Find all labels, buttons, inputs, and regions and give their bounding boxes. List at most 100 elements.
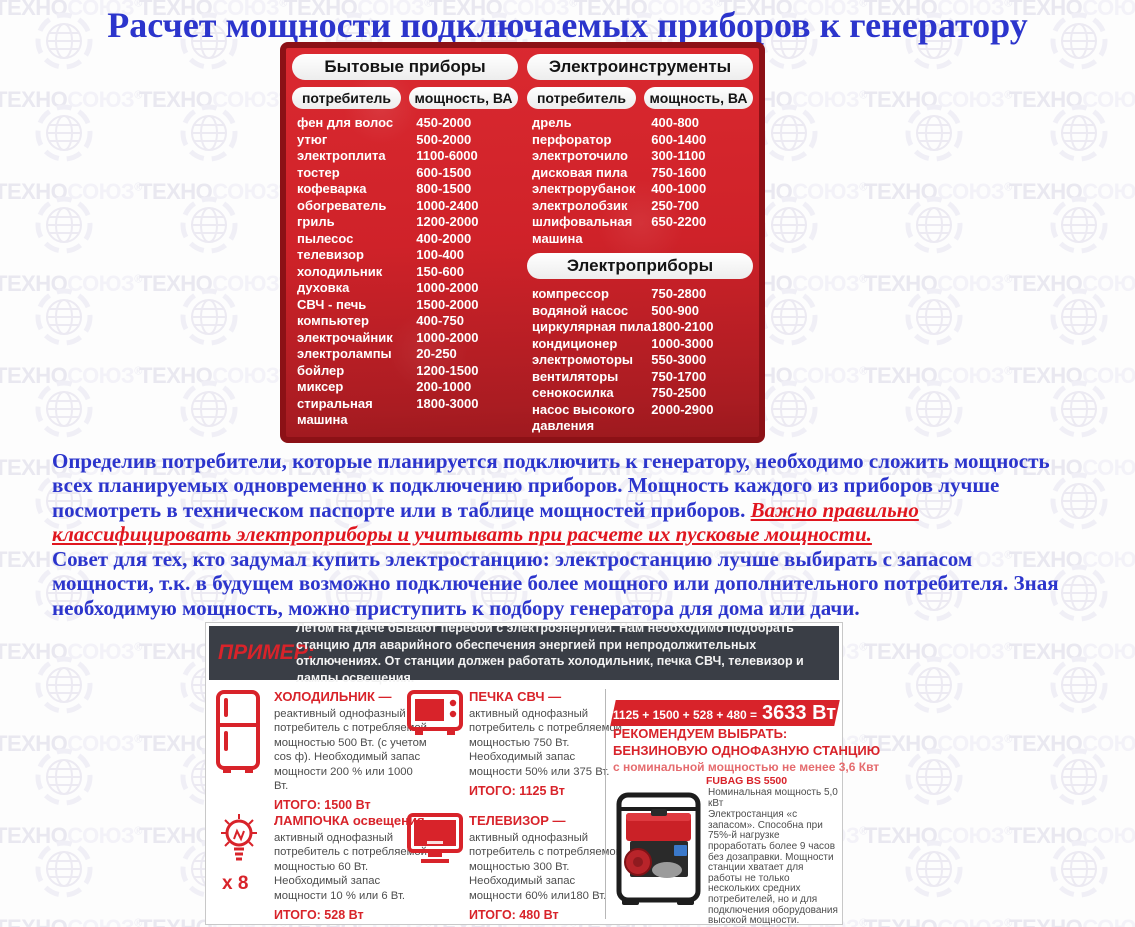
table-row: электролампы 20-250 bbox=[297, 346, 457, 361]
table-row: электромоторы 550-3000 bbox=[532, 352, 707, 367]
globe-watermark-icon bbox=[35, 656, 93, 714]
table-row: кондиционер 1000-3000 bbox=[532, 335, 714, 351]
item-total: ИТОГО: 1125 Вт bbox=[469, 784, 565, 799]
globe-watermark-icon bbox=[905, 104, 963, 162]
table-row: тостер 600-1500 bbox=[297, 164, 472, 180]
table-row: перфоратор 600-1400 bbox=[532, 131, 707, 147]
generator-image bbox=[616, 792, 701, 905]
table-row: телевизор 100-400 bbox=[297, 247, 465, 262]
appliances-section-header: Электроприборы bbox=[527, 253, 753, 279]
consumer-column-header: потребитель bbox=[527, 87, 636, 109]
example-item-microwave: ПЕЧКА СВЧ — активный однофазный потребит… bbox=[407, 689, 622, 798]
bulb-count-label: х 8 bbox=[222, 873, 249, 894]
paragraph-advice-2: Совет для тех, кто задумал купить электр… bbox=[52, 547, 1059, 620]
item-description: активный однофазный потребитель с потреб… bbox=[469, 832, 622, 902]
item-description: активный однофазный потребитель с потреб… bbox=[274, 832, 427, 902]
globe-watermark-icon bbox=[905, 748, 963, 806]
item-title: ХОЛОДИЛЬНИК — bbox=[274, 689, 392, 704]
globe-watermark-icon bbox=[760, 196, 818, 254]
tools-column: Электроинструменты потребитель мощность,… bbox=[527, 54, 753, 435]
example-item-fridge: ХОЛОДИЛЬНИК — реактивный однофазный потр… bbox=[214, 689, 427, 812]
paragraph-advice-1: Определив потребители, которые планирует… bbox=[52, 449, 1067, 546]
table-row: водяной насос 500-900 bbox=[532, 302, 700, 318]
table-row: компрессор 750-2800 bbox=[532, 286, 707, 301]
table-row: гриль 1200-2000 bbox=[297, 214, 479, 229]
table-row: холодильник 150-600 bbox=[297, 263, 465, 279]
recommendation-line-3: с номинальной мощностью не менее 3,6 Квт bbox=[613, 760, 880, 774]
globe-watermark-icon bbox=[1050, 840, 1108, 898]
globe-watermark-icon bbox=[905, 288, 963, 346]
example-item-bulb: х 8 ЛАМПОЧКА освещения — активный однофа… bbox=[214, 813, 442, 923]
table-row: дисковая пила 750-1600 bbox=[532, 164, 707, 180]
item-description: активный однофазный потребитель с потреб… bbox=[469, 708, 622, 778]
sum-formula: 1125 + 1500 + 528 + 480 = bbox=[613, 707, 758, 722]
household-column: Бытовые приборы потребитель мощность, ВА… bbox=[292, 54, 518, 435]
table-row: циркулярная пила 1800-2100 bbox=[532, 319, 714, 334]
item-title: ЛАМПОЧКА освещения — bbox=[274, 813, 442, 828]
globe-watermark-icon bbox=[1050, 104, 1108, 162]
generator-model-name: FUBAG BS 5500 bbox=[706, 775, 788, 787]
globe-watermark-icon bbox=[1050, 288, 1108, 346]
generator-power: Номинальная мощность 5,0 кВт bbox=[708, 787, 838, 809]
globe-watermark-icon bbox=[35, 196, 93, 254]
light-bulb-icon bbox=[221, 814, 257, 861]
table-row: духовка 1000-2000 bbox=[297, 280, 479, 295]
globe-watermark-icon bbox=[1050, 748, 1108, 806]
household-rows: фен для волос 450-2000 утюг 500-2000 электро… bbox=[292, 115, 518, 429]
globe-watermark-icon bbox=[180, 104, 238, 162]
table-row: дрель 400-800 bbox=[532, 115, 700, 130]
example-box: ПРИМЕР: Летом на даче бывают перебои с э… bbox=[205, 621, 880, 927]
globe-watermark-icon bbox=[760, 288, 818, 346]
table-row: сенокосилка 750-2500 bbox=[532, 385, 707, 400]
item-title: ПЕЧКА СВЧ — bbox=[469, 689, 562, 704]
globe-watermark-icon bbox=[760, 380, 818, 438]
globe-watermark-icon bbox=[1050, 196, 1108, 254]
table-row: электрорубанок 400-1000 bbox=[532, 181, 707, 196]
table-row: обогреватель 1000-2400 bbox=[297, 197, 479, 213]
globe-watermark-icon bbox=[180, 196, 238, 254]
column-divider bbox=[605, 689, 606, 919]
sum-total: 3633 Вт bbox=[762, 701, 837, 724]
item-total: ИТОГО: 480 Вт bbox=[469, 908, 559, 923]
page-title: Расчет мощности подключаемых приборов к … bbox=[107, 5, 1028, 45]
table-row: вентиляторы 750-1700 bbox=[532, 368, 707, 384]
table-row: электроточило 300-1100 bbox=[532, 148, 706, 163]
table-row: миксер 200-1000 bbox=[297, 379, 472, 394]
item-total: ИТОГО: 528 Вт bbox=[274, 908, 364, 923]
table-row: пылесос 400-2000 bbox=[297, 230, 472, 246]
globe-watermark-icon bbox=[35, 840, 93, 898]
generator-details: Электростанция «с запасом». Способна при… bbox=[708, 809, 838, 927]
table-row: электроплита 1100-6000 bbox=[297, 148, 478, 163]
table-row: шлифовальная машина 650-2200 bbox=[532, 214, 707, 246]
tools-section-header: Электроинструменты bbox=[527, 54, 753, 80]
item-description: реактивный однофазный потребитель с потр… bbox=[274, 708, 427, 793]
table-row: бойлер 1200-1500 bbox=[297, 362, 479, 378]
globe-watermark-icon bbox=[760, 104, 818, 162]
tools-rows: дрель 400-800 перфоратор 600-1400 электроточ… bbox=[527, 115, 753, 247]
tv-icon bbox=[407, 813, 463, 863]
table-row: насос высокого давления 2000-2900 bbox=[532, 401, 714, 434]
table-row: кофеварка 800-1500 bbox=[297, 181, 472, 196]
power-table: Бытовые приборы потребитель мощность, ВА… bbox=[280, 42, 765, 443]
microwave-icon bbox=[407, 690, 463, 735]
power-column-header: мощность, ВА bbox=[409, 87, 518, 109]
household-section-header: Бытовые приборы bbox=[292, 54, 518, 80]
appliances-rows: компрессор 750-2800 водяной насос 500-900 ци… bbox=[527, 286, 753, 435]
table-row: электролобзик 250-700 bbox=[532, 197, 700, 213]
item-title: ТЕЛЕВИЗОР — bbox=[469, 813, 566, 828]
table-row: утюг 500-2000 bbox=[297, 131, 472, 147]
globe-watermark-icon bbox=[35, 104, 93, 162]
globe-watermark-icon bbox=[1050, 656, 1108, 714]
table-row: фен для волос 450-2000 bbox=[297, 115, 472, 130]
recommendation-line-1: РЕКОМЕНДУЕМ ВЫБРАТЬ: bbox=[613, 726, 788, 741]
globe-watermark-icon bbox=[905, 656, 963, 714]
globe-watermark-icon bbox=[180, 288, 238, 346]
recommendation-line-2: БЕНЗИНОВУЮ ОДНОФАЗНУЮ СТАНЦИЮ bbox=[613, 743, 881, 758]
consumer-column-header: потребитель bbox=[292, 87, 401, 109]
sum-banner: 1125 + 1500 + 528 + 480 = 3633 Вт bbox=[610, 700, 840, 726]
item-total: ИТОГО: 1500 Вт bbox=[274, 798, 371, 813]
globe-watermark-icon bbox=[1050, 380, 1108, 438]
table-row: компьютер 400-750 bbox=[297, 313, 465, 328]
power-column-header: мощность, ВА bbox=[644, 87, 753, 109]
